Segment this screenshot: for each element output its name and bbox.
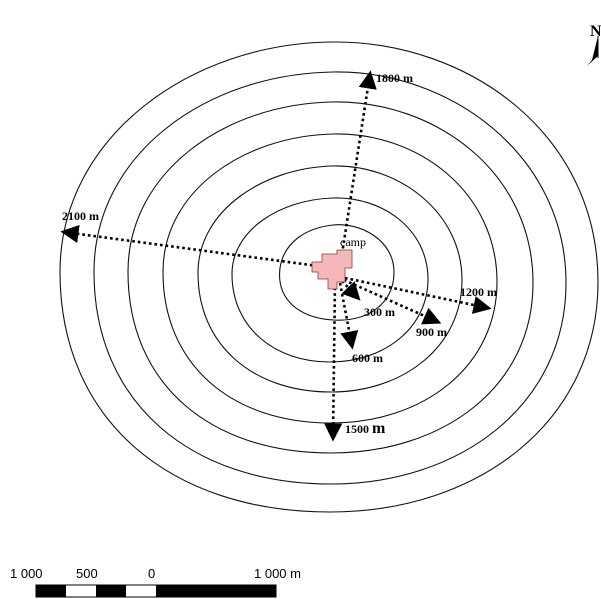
label-1500m-number: 1500 (345, 422, 372, 436)
scale-segment-1 (36, 585, 66, 597)
scale-label-0: 0 (148, 566, 155, 581)
label-1800m: 1800 m (376, 71, 413, 85)
contour-1800m (93, 71, 567, 485)
north-arrow-label: N (590, 23, 601, 40)
contour-900m (197, 165, 463, 393)
label-1500m-unit: m (372, 420, 386, 437)
label-300m: 300 m (364, 305, 395, 319)
label-2100m: 2100 m (62, 209, 99, 223)
arrow-300m (341, 280, 361, 301)
label-600m: 600 m (352, 351, 383, 365)
contour-1200m (162, 133, 498, 424)
arrow-2100m (60, 224, 319, 268)
scale-segment-3 (96, 585, 126, 597)
arrow-1800m (340, 70, 377, 255)
scale-label-500: 500 (76, 566, 98, 581)
scale-label-1000-right: 1 000 m (254, 566, 301, 581)
label-900m: 900 m (416, 325, 447, 339)
camp-label: camp (340, 235, 366, 249)
north-arrow-head (587, 36, 598, 66)
scale-segment-5 (156, 585, 276, 597)
arrow-1200m (344, 276, 492, 314)
contour-600m (231, 197, 429, 363)
label-1200m: 1200 m (460, 285, 497, 299)
north-arrow: N (587, 23, 601, 66)
distance-arrows (60, 70, 492, 442)
scale-bar: 1 000 500 0 1 000 m (10, 566, 301, 598)
scale-segment-2 (66, 586, 96, 591)
scale-segment-4 (126, 586, 156, 591)
contour-300m (279, 224, 395, 321)
buffer-contours (59, 41, 599, 513)
camp-footprint (311, 249, 353, 290)
scale-label-1000-left: 1 000 (10, 566, 43, 581)
arrow-600m (338, 282, 359, 350)
contour-2100m (59, 41, 599, 513)
arrow-1500m (324, 281, 343, 442)
label-1500m: 1500 m (345, 420, 386, 437)
contour-1500m (127, 101, 534, 454)
